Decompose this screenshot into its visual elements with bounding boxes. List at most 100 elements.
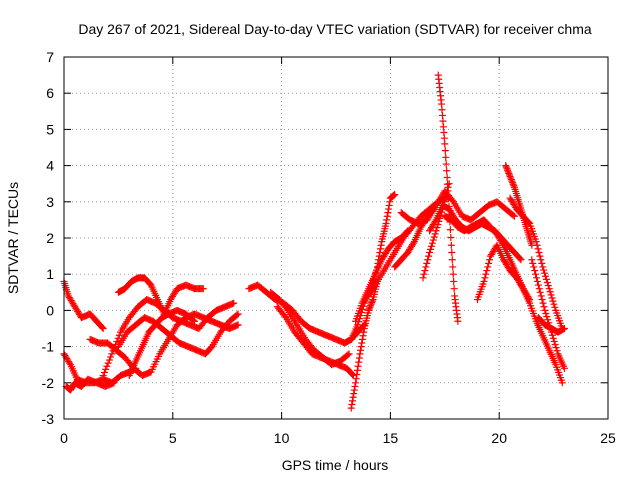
data-point-interp [422, 263, 430, 271]
data-point [439, 205, 447, 213]
x-tick-label: 5 [169, 430, 177, 446]
data-point-interp [540, 266, 548, 274]
data-point-interp [533, 241, 541, 249]
x-tick-label: 10 [274, 430, 290, 446]
data-point [545, 285, 553, 293]
data-point-interp [435, 217, 443, 225]
data-point-interp [534, 245, 542, 253]
data-point-interp [443, 173, 451, 181]
y-tick-label: 5 [46, 121, 54, 137]
data-point-interp [446, 226, 454, 234]
data-point-interp [447, 233, 455, 241]
data-point-interp [539, 299, 547, 307]
data-point-interp [525, 294, 533, 302]
data-point [506, 172, 514, 180]
data-point-interp [107, 353, 115, 361]
data-marks [60, 71, 568, 412]
data-point-interp [507, 176, 515, 184]
data-point [526, 296, 534, 304]
data-point-interp [425, 252, 433, 260]
data-point-interp [486, 256, 494, 264]
data-point-interp [427, 245, 435, 253]
series-sat-o [365, 194, 451, 300]
data-point [510, 212, 518, 220]
data-point [356, 350, 364, 358]
data-point-interp [449, 270, 457, 278]
data-point-interp [368, 297, 376, 305]
data-point-interp [441, 194, 449, 202]
data-point-interp [443, 167, 451, 175]
grid [64, 57, 608, 419]
y-tick-label: 4 [46, 158, 54, 174]
data-point-interp [368, 299, 376, 307]
series-sat-a [60, 277, 107, 332]
data-point [108, 350, 116, 358]
data-point-interp [367, 300, 375, 308]
data-point-interp [383, 212, 391, 220]
data-point-interp [542, 275, 550, 283]
data-point-interp [509, 179, 517, 187]
data-point-interp [551, 303, 559, 311]
data-point-interp [547, 291, 555, 299]
data-point-interp [377, 241, 385, 249]
series-sat-h [125, 306, 199, 380]
data-point-interp [503, 165, 511, 173]
data-point-interp [189, 316, 197, 324]
data-point-interp [540, 303, 548, 311]
data-point-interp [530, 263, 538, 271]
data-point-interp [505, 171, 513, 179]
data-point [110, 379, 118, 387]
y-tick-labels: -3 -2 -1 0 1 2 3 4 5 6 7 [42, 49, 55, 427]
data-point-interp [549, 334, 557, 342]
data-point-interp [448, 256, 456, 264]
series-sat-z [534, 314, 568, 336]
data-point [99, 372, 107, 380]
data-point-interp [100, 368, 108, 376]
data-point-interp [535, 285, 543, 293]
data-point-interp [507, 174, 515, 182]
series-sat-c [62, 375, 118, 394]
data-point [517, 256, 525, 264]
x-axis-label: GPS time / hours [282, 457, 389, 473]
data-point-interp [386, 198, 394, 206]
data-point-interp [366, 303, 374, 311]
data-point [391, 191, 399, 199]
y-tick-label: -2 [42, 375, 55, 391]
data-point-interp [436, 214, 444, 222]
data-point-interp [525, 218, 533, 226]
data-point-interp [353, 371, 361, 379]
data-point [382, 220, 390, 228]
data-point [345, 350, 353, 358]
series-sat-v [473, 241, 534, 304]
data-point [558, 379, 566, 387]
data-point-interp [359, 332, 367, 340]
data-point-interp [536, 252, 544, 260]
data-point-interp [443, 187, 451, 195]
data-point-interp [499, 240, 507, 248]
data-point-interp [350, 386, 358, 394]
data-point-interp [548, 331, 556, 339]
data-point [480, 277, 488, 285]
data-point-interp [437, 211, 445, 219]
data-point-interp [98, 323, 106, 331]
series-sat-f [114, 310, 242, 358]
data-point-interp [348, 401, 356, 409]
data-point [426, 248, 434, 256]
data-point-interp [349, 393, 357, 401]
data-point-interp [533, 277, 541, 285]
data-point-interp [532, 270, 540, 278]
data-point-interp [421, 267, 429, 275]
y-axis-label: SDTVAR / TECUs [5, 182, 21, 294]
data-point [199, 285, 207, 293]
data-point-interp [504, 168, 512, 176]
series-sat-k [273, 303, 357, 380]
data-point-interp [350, 390, 358, 398]
data-point-interp [537, 256, 545, 264]
data-point-interp [440, 201, 448, 209]
data-point-interp [281, 312, 289, 320]
y-tick-label: -3 [42, 411, 55, 427]
data-point [419, 274, 427, 282]
data-point-interp [485, 259, 493, 267]
data-point-interp [233, 311, 241, 319]
data-point-interp [508, 177, 516, 185]
